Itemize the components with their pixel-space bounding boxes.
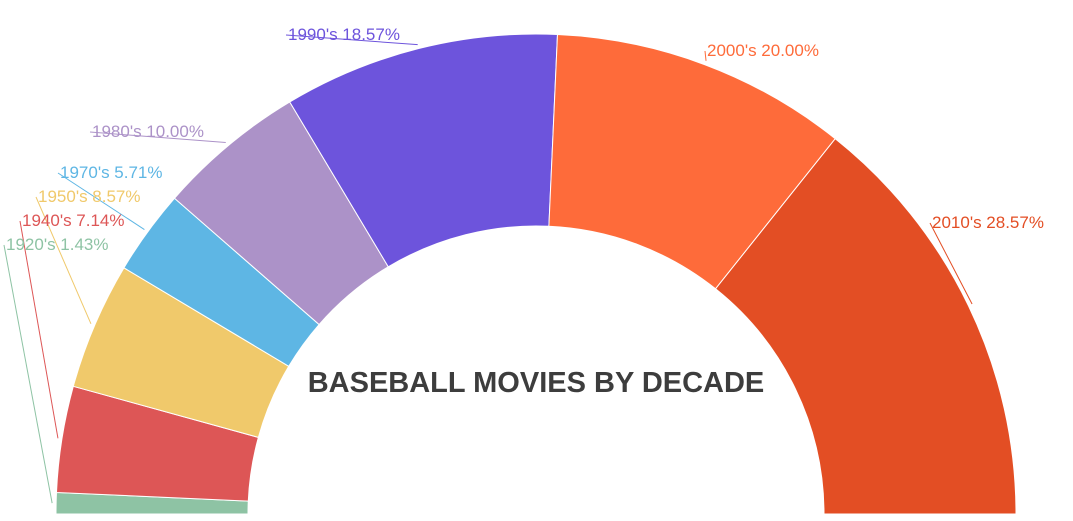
slice-label-1970s: 1970's 5.71%	[60, 163, 163, 182]
leader-lines-group	[3, 34, 973, 504]
slice-label-1950s: 1950's 8.57%	[38, 187, 141, 206]
leader-line-2000s	[704, 50, 707, 61]
slice-label-2000s: 2000's 20.00%	[707, 41, 819, 60]
slice-labels-group: 1920's 1.43% 1940's 7.14% 1950's 8.57% 1970…	[6, 25, 1044, 254]
chart-title: BASEBALL MOVIES BY DECADE	[308, 367, 765, 399]
slice-label-1920s: 1920's 1.43%	[6, 235, 109, 254]
leader-line-1950s	[35, 196, 92, 324]
leader-line-1970s	[57, 172, 145, 230]
leader-line-1980s	[89, 131, 226, 144]
leader-line-1940s	[19, 220, 59, 439]
slices-group	[55, 33, 1017, 515]
slice-label-2010s: 2010's 28.57%	[932, 213, 1044, 232]
leader-line-2010s	[929, 222, 973, 305]
slice-label-1940s: 1940's 7.14%	[22, 211, 125, 230]
slice-2010s	[714, 138, 1017, 515]
slice-label-1980s: 1980's 10.00%	[92, 122, 204, 141]
leader-line-1920s	[3, 244, 53, 504]
slice-label-1990s: 1990's 18.57%	[288, 25, 400, 44]
leader-line-1990s	[285, 34, 418, 46]
